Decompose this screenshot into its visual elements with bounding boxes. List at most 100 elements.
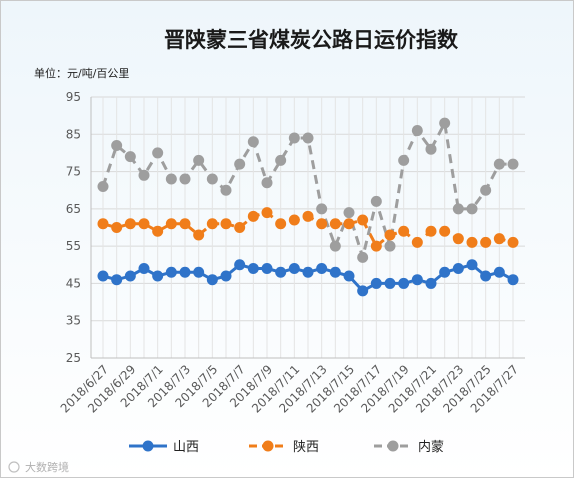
data-point-0 [316,263,328,275]
data-point-0 [179,266,191,278]
data-point-2 [411,125,423,137]
data-point-2 [138,169,150,181]
y-tick-label: 75 [66,165,81,179]
data-point-0 [220,270,232,282]
data-point-1 [165,218,177,230]
data-point-1 [384,229,396,241]
data-point-1 [302,210,314,222]
x-axis-ticks: 2018/6/272018/6/292018/7/12018/7/32018/7… [58,362,521,415]
data-point-0 [425,277,437,289]
data-point-0 [398,277,410,289]
data-point-1 [138,218,150,230]
legend: 山西 陕西 内蒙 [129,439,444,455]
data-point-2 [124,151,136,163]
data-point-1 [316,218,328,230]
y-tick-label: 65 [66,202,81,216]
data-point-0 [357,285,369,297]
y-tick-label: 45 [66,276,81,290]
legend-marker-0 [142,440,154,452]
data-point-0 [138,263,150,275]
data-point-2 [179,173,191,185]
data-point-2 [206,173,218,185]
data-point-1 [234,222,246,233]
data-point-2 [493,158,505,170]
data-point-1 [124,218,136,230]
watermark: 大数跨境 [8,460,69,474]
data-point-2 [275,154,287,166]
data-point-1 [466,236,478,248]
data-point-1 [398,225,410,237]
data-point-2 [97,180,109,192]
data-point-0 [111,274,123,286]
data-point-2 [302,132,314,144]
data-point-2 [439,117,451,129]
y-axis-ticks: 25 35 45 55 65 75 85 95 [66,90,81,365]
y-tick-label: 25 [66,351,81,365]
data-point-1 [220,218,232,230]
data-point-0 [370,277,382,289]
data-point-2 [425,143,437,155]
data-point-2 [480,184,492,196]
data-point-1 [425,225,437,237]
data-point-0 [302,266,314,278]
data-point-2 [220,184,232,196]
data-point-0 [261,263,273,275]
legend-label-2: 内蒙 [418,439,444,455]
data-point-1 [261,207,273,219]
y-tick-label: 35 [66,314,81,328]
chart-title: 晋陕蒙三省煤炭公路日运价指数 [164,28,459,52]
data-point-0 [97,270,109,282]
data-point-2 [316,203,328,215]
data-point-1 [411,236,423,248]
data-point-1 [97,218,109,230]
data-point-0 [411,274,423,286]
data-point-1 [357,214,369,226]
watermark-logo-icon [8,461,20,473]
y-tick-label: 85 [66,127,81,141]
data-point-2 [261,177,273,189]
series-points [97,117,519,297]
data-point-0 [193,266,205,278]
legend-label-0: 山西 [173,440,199,455]
data-point-2 [152,147,164,159]
data-point-0 [329,266,341,278]
data-point-0 [452,263,464,275]
data-point-1 [329,218,341,230]
data-point-1 [275,218,287,230]
data-point-0 [152,270,164,282]
data-point-1 [111,222,123,233]
watermark-text: 大数跨境 [25,460,69,474]
data-point-1 [439,225,451,237]
data-point-0 [124,270,136,282]
data-point-2 [398,154,410,166]
data-point-1 [288,214,300,226]
data-point-0 [247,263,259,275]
data-point-1 [179,218,191,230]
data-point-0 [384,277,396,289]
data-point-0 [466,259,478,271]
data-point-2 [466,203,478,215]
data-point-0 [275,266,287,278]
data-point-2 [247,136,259,148]
data-point-1 [206,218,218,230]
data-point-0 [288,263,300,275]
data-point-2 [384,240,396,252]
data-point-2 [370,195,382,207]
legend-marker-1 [262,440,274,452]
data-point-0 [439,266,451,278]
data-point-2 [507,158,519,170]
unit-label: 单位：元/吨/百公里 [34,66,129,80]
data-point-1 [193,229,205,241]
data-point-2 [357,251,369,263]
data-point-1 [493,233,505,245]
data-point-1 [507,236,519,248]
data-point-1 [247,210,259,222]
data-point-1 [452,233,464,245]
data-point-0 [480,270,492,282]
data-point-0 [343,270,355,282]
data-point-1 [152,225,164,237]
legend-marker-2 [387,440,399,452]
data-point-2 [343,207,355,219]
